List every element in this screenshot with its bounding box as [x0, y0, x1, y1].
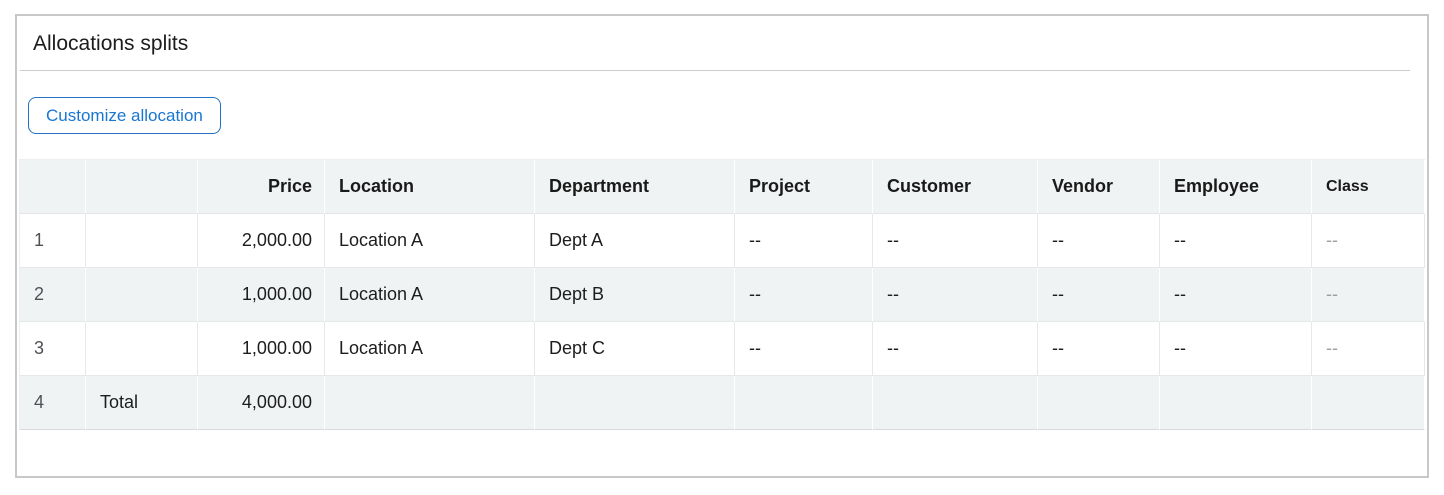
column-header-price: Price [198, 160, 325, 214]
panel-title: Allocations splits [33, 32, 189, 55]
cell-department: Dept B [535, 268, 735, 322]
cell-employee: -- [1160, 268, 1312, 322]
divider [20, 70, 1410, 71]
cell-class [1312, 376, 1425, 430]
cell-price: 4,000.00 [198, 376, 325, 430]
cell-class: -- [1312, 214, 1425, 268]
cell-price: 2,000.00 [198, 214, 325, 268]
cell-department: Dept A [535, 214, 735, 268]
cell-employee: -- [1160, 214, 1312, 268]
cell-price: 1,000.00 [198, 322, 325, 376]
cell-vendor [1038, 376, 1160, 430]
cell-label [86, 268, 198, 322]
column-header-vendor: Vendor [1038, 160, 1160, 214]
table-body: 1 2,000.00 Location A Dept A -- -- -- -- -- 2 1,00… [20, 214, 1425, 430]
cell-project: -- [735, 214, 873, 268]
cell-vendor: -- [1038, 268, 1160, 322]
cell-num: 2 [20, 268, 86, 322]
cell-class: -- [1312, 268, 1425, 322]
header-row: Price Location Department Project Custom… [20, 160, 1425, 214]
cell-num: 1 [20, 214, 86, 268]
cell-customer [873, 376, 1038, 430]
cell-label [86, 322, 198, 376]
column-header-location: Location [325, 160, 535, 214]
cell-customer: -- [873, 214, 1038, 268]
cell-location: Location A [325, 214, 535, 268]
column-header-customer: Customer [873, 160, 1038, 214]
column-header-class: Class [1312, 160, 1425, 214]
cell-num: 3 [20, 322, 86, 376]
cell-location: Location A [325, 322, 535, 376]
cell-customer: -- [873, 322, 1038, 376]
cell-location [325, 376, 535, 430]
cell-department [535, 376, 735, 430]
cell-project: -- [735, 268, 873, 322]
column-header-department: Department [535, 160, 735, 214]
column-header-employee: Employee [1160, 160, 1312, 214]
cell-project [735, 376, 873, 430]
cell-vendor: -- [1038, 214, 1160, 268]
cell-project: -- [735, 322, 873, 376]
cell-employee: -- [1160, 322, 1312, 376]
cell-employee [1160, 376, 1312, 430]
table-header: Price Location Department Project Custom… [20, 160, 1425, 214]
table-row: 1 2,000.00 Location A Dept A -- -- -- -- -- [20, 214, 1425, 268]
allocations-splits-panel: Allocations splits Customize allocation … [15, 14, 1429, 478]
cell-price: 1,000.00 [198, 268, 325, 322]
cell-num: 4 [20, 376, 86, 430]
customize-allocation-button[interactable]: Customize allocation [28, 97, 221, 134]
cell-label: Total [86, 376, 198, 430]
cell-department: Dept C [535, 322, 735, 376]
table-row: 3 1,000.00 Location A Dept C -- -- -- -- -- [20, 322, 1425, 376]
table-row: 2 1,000.00 Location A Dept B -- -- -- -- -- [20, 268, 1425, 322]
table-row-total: 4 Total 4,000.00 [20, 376, 1425, 430]
cell-customer: -- [873, 268, 1038, 322]
column-header-rownum [20, 160, 86, 214]
column-header-project: Project [735, 160, 873, 214]
allocations-table: Price Location Department Project Custom… [19, 159, 1425, 430]
cell-label [86, 214, 198, 268]
column-header-label [86, 160, 198, 214]
cell-class: -- [1312, 322, 1425, 376]
cell-location: Location A [325, 268, 535, 322]
cell-vendor: -- [1038, 322, 1160, 376]
